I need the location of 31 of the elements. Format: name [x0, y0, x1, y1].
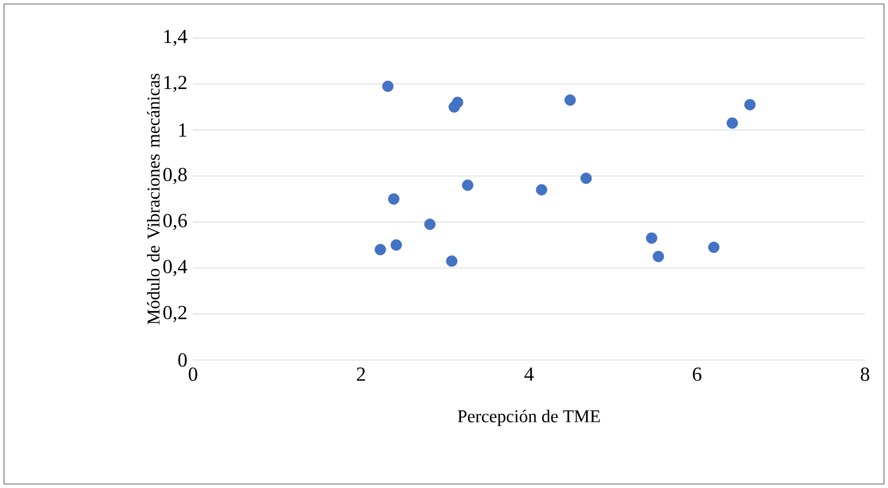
point — [382, 80, 394, 92]
point — [564, 94, 576, 106]
point — [726, 117, 738, 129]
x-tick-label: 8 — [860, 368, 870, 381]
point — [424, 218, 436, 230]
point — [744, 99, 756, 110]
y-tick-label: 0,8 — [163, 168, 187, 184]
y-tick-label: 1,2 — [164, 76, 186, 92]
point — [580, 172, 592, 184]
y-tick-label: 1 — [179, 123, 186, 137]
point — [536, 184, 548, 196]
x-tick-label: 6 — [692, 368, 702, 381]
x-tick-label: 2 — [356, 368, 365, 381]
y-tick-label: 0,6 — [163, 214, 187, 230]
x-tick-label: 4 — [524, 368, 534, 381]
point — [708, 242, 720, 253]
x-axis-title: Percepción de TME — [458, 410, 600, 426]
y-axis-title: Módulo de Vibraciones mecánicas — [146, 74, 160, 324]
point — [646, 232, 658, 244]
point — [388, 193, 400, 205]
point — [448, 101, 460, 113]
y-tick-label: 0 — [178, 353, 187, 367]
x-tick-label: 0 — [188, 368, 198, 381]
point — [390, 239, 402, 251]
point — [652, 250, 664, 262]
point — [462, 180, 474, 191]
y-tick-label: 0,2 — [163, 306, 186, 322]
point — [374, 244, 386, 256]
y-tick-label: 1,4 — [164, 30, 188, 46]
point — [446, 255, 458, 267]
y-tick-label: 0,4 — [163, 260, 188, 276]
